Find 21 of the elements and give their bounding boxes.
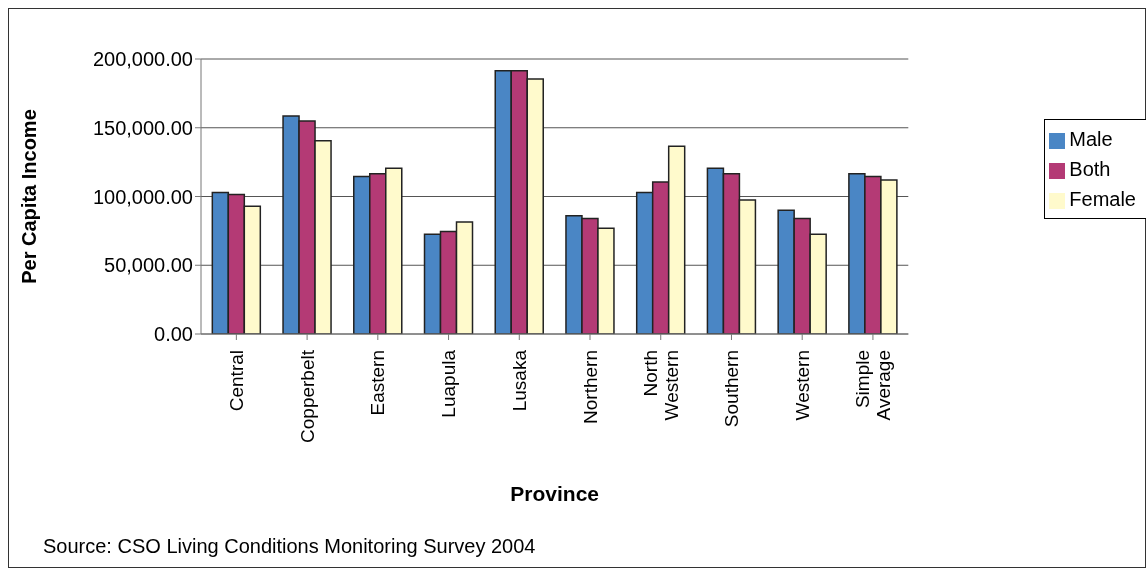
x-tick-label: Simple Average — [852, 350, 895, 421]
x-tick-label: Southern — [721, 350, 743, 428]
x-tick-label: Northern — [579, 350, 601, 424]
x-tick-label: North Western — [639, 350, 682, 421]
x-tick-label: Luapula — [438, 349, 460, 418]
y-tick-label: 50,000.00 — [104, 254, 193, 277]
x-tick-label: Eastern — [367, 350, 389, 416]
x-tick-label: Copperbelt — [296, 349, 318, 443]
legend-label: Both — [1069, 158, 1111, 180]
x-tick-label: Lusaka — [508, 349, 530, 412]
y-tick-label: 0.00 — [154, 323, 193, 346]
x-axis-title: Province — [510, 482, 600, 505]
y-tick-label: 150,000.00 — [92, 116, 193, 139]
y-tick-label: 200,000.00 — [92, 48, 193, 71]
legend-label: Female — [1069, 188, 1136, 210]
x-tick-label: Western — [791, 350, 813, 421]
source-note: Source: CSO Living Conditions Monitoring Survey 2004 — [43, 535, 536, 558]
x-tick-label: Central — [226, 350, 248, 412]
legend-label: Male — [1069, 128, 1113, 150]
y-axis-title: Per Capita Income — [18, 109, 41, 284]
y-tick-label: 100,000.00 — [92, 185, 193, 208]
